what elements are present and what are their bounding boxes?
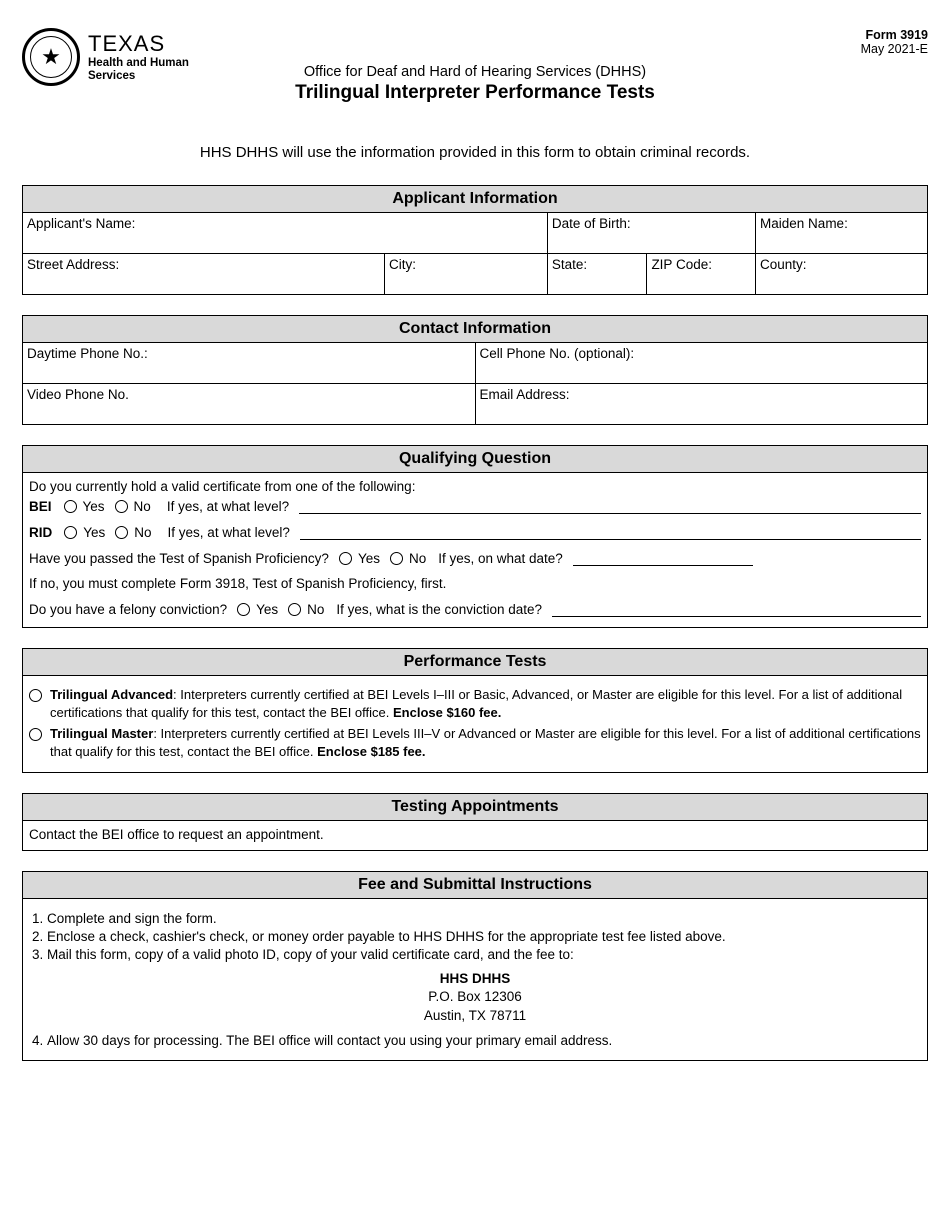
fee-steps-cont: Allow 30 days for processing. The BEI of… bbox=[47, 1033, 921, 1048]
addr-line1: P.O. Box 12306 bbox=[29, 988, 921, 1006]
state-label: State: bbox=[552, 257, 587, 272]
fee-steps: Complete and sign the form. Enclose a ch… bbox=[47, 911, 921, 962]
spanish-ifno: If no, you must complete Form 3918, Test… bbox=[29, 576, 921, 591]
fee-heading: Fee and Submittal Instructions bbox=[23, 872, 928, 899]
rid-level-input[interactable] bbox=[300, 524, 921, 540]
agency-line2: Services bbox=[88, 70, 189, 83]
advanced-fee: Enclose $160 fee. bbox=[393, 705, 501, 720]
form-number: Form 3919 bbox=[861, 28, 928, 42]
bei-row: BEI Yes No If yes, at what level? bbox=[29, 498, 921, 514]
trilingual-master-text: Trilingual Master: Interpreters currentl… bbox=[50, 725, 921, 760]
addr-org: HHS DHHS bbox=[29, 970, 921, 988]
dob-label: Date of Birth: bbox=[552, 216, 631, 231]
state-seal-icon: ★ bbox=[22, 28, 80, 86]
city-label: City: bbox=[389, 257, 416, 272]
bei-level-prompt: If yes, at what level? bbox=[167, 499, 289, 514]
cell-phone-label: Cell Phone No. (optional): bbox=[480, 346, 635, 361]
advanced-label: Trilingual Advanced bbox=[50, 687, 173, 702]
agency-name: TEXAS Health and Human Services bbox=[88, 31, 189, 83]
no-text: No bbox=[409, 551, 426, 566]
contact-section: Contact Information Daytime Phone No.: C… bbox=[22, 315, 928, 425]
day-phone-label: Daytime Phone No.: bbox=[27, 346, 148, 361]
form-date: May 2021-E bbox=[861, 42, 928, 56]
appointments-text: Contact the BEI office to request an app… bbox=[23, 821, 928, 851]
rid-row: RID Yes No If yes, at what level? bbox=[29, 524, 921, 540]
no-text: No bbox=[134, 525, 151, 540]
trilingual-master-radio[interactable] bbox=[29, 728, 42, 741]
bei-label: BEI bbox=[29, 499, 52, 514]
bei-yes-radio[interactable] bbox=[64, 500, 77, 513]
qualifying-heading: Qualifying Question bbox=[23, 446, 928, 473]
fee-step4: Allow 30 days for processing. The BEI of… bbox=[47, 1033, 921, 1048]
trilingual-advanced-row: Trilingual Advanced: Interpreters curren… bbox=[29, 686, 921, 721]
bei-level-input[interactable] bbox=[299, 498, 921, 514]
no-text: No bbox=[307, 602, 324, 617]
spanish-yes-radio[interactable] bbox=[339, 552, 352, 565]
zip-label: ZIP Code: bbox=[651, 257, 712, 272]
spanish-no-radio[interactable] bbox=[390, 552, 403, 565]
bei-no-radio[interactable] bbox=[115, 500, 128, 513]
master-label: Trilingual Master bbox=[50, 726, 153, 741]
spanish-date-input[interactable] bbox=[573, 550, 753, 566]
felony-no-radio[interactable] bbox=[288, 603, 301, 616]
county-label: County: bbox=[760, 257, 807, 272]
master-fee: Enclose $185 fee. bbox=[317, 744, 425, 759]
addr-line2: Austin, TX 78711 bbox=[29, 1007, 921, 1025]
agency-state: TEXAS bbox=[88, 31, 189, 57]
rid-level-prompt: If yes, at what level? bbox=[168, 525, 290, 540]
video-phone-label: Video Phone No. bbox=[27, 387, 129, 402]
trilingual-advanced-radio[interactable] bbox=[29, 689, 42, 702]
applicant-name-label: Applicant's Name: bbox=[27, 216, 135, 231]
fee-step2: Enclose a check, cashier's check, or mon… bbox=[47, 929, 921, 944]
felony-row: Do you have a felony conviction? Yes No … bbox=[29, 601, 921, 617]
rid-yes-radio[interactable] bbox=[64, 526, 77, 539]
spanish-row: Have you passed the Test of Spanish Prof… bbox=[29, 550, 921, 566]
felony-date-input[interactable] bbox=[552, 601, 921, 617]
trilingual-master-row: Trilingual Master: Interpreters currentl… bbox=[29, 725, 921, 760]
performance-heading: Performance Tests bbox=[23, 649, 928, 676]
rid-no-radio[interactable] bbox=[115, 526, 128, 539]
felony-question: Do you have a felony conviction? bbox=[29, 602, 227, 617]
master-desc: : Interpreters currently certified at BE… bbox=[50, 726, 921, 759]
yes-text: Yes bbox=[83, 525, 105, 540]
street-label: Street Address: bbox=[27, 257, 119, 272]
no-text: No bbox=[134, 499, 151, 514]
yes-text: Yes bbox=[83, 499, 105, 514]
maiden-label: Maiden Name: bbox=[760, 216, 848, 231]
qualifying-section: Qualifying Question Do you currently hol… bbox=[22, 445, 928, 628]
agency-logo-block: ★ TEXAS Health and Human Services bbox=[22, 28, 189, 86]
form-meta: Form 3919 May 2021-E bbox=[861, 28, 928, 56]
appointments-heading: Testing Appointments bbox=[23, 794, 928, 821]
applicant-section: Applicant Information Applicant's Name: … bbox=[22, 185, 928, 295]
felony-yes-radio[interactable] bbox=[237, 603, 250, 616]
mailing-address: HHS DHHS P.O. Box 12306 Austin, TX 78711 bbox=[29, 970, 921, 1025]
intro-text: HHS DHHS will use the information provid… bbox=[22, 144, 928, 161]
contact-heading: Contact Information bbox=[23, 316, 928, 343]
performance-section: Performance Tests Trilingual Advanced: I… bbox=[22, 648, 928, 773]
fee-step1: Complete and sign the form. bbox=[47, 911, 921, 926]
trilingual-advanced-text: Trilingual Advanced: Interpreters curren… bbox=[50, 686, 921, 721]
fee-section: Fee and Submittal Instructions Complete … bbox=[22, 871, 928, 1061]
hold-cert-question: Do you currently hold a valid certificat… bbox=[29, 479, 921, 494]
rid-label: RID bbox=[29, 525, 52, 540]
applicant-heading: Applicant Information bbox=[23, 186, 928, 213]
felony-date-prompt: If yes, what is the conviction date? bbox=[336, 602, 542, 617]
yes-text: Yes bbox=[358, 551, 380, 566]
spanish-question: Have you passed the Test of Spanish Prof… bbox=[29, 551, 329, 566]
agency-line1: Health and Human bbox=[88, 57, 189, 70]
yes-text: Yes bbox=[256, 602, 278, 617]
spanish-date-prompt: If yes, on what date? bbox=[438, 551, 563, 566]
appointments-section: Testing Appointments Contact the BEI off… bbox=[22, 793, 928, 851]
fee-step3: Mail this form, copy of a valid photo ID… bbox=[47, 947, 921, 962]
email-label: Email Address: bbox=[480, 387, 570, 402]
